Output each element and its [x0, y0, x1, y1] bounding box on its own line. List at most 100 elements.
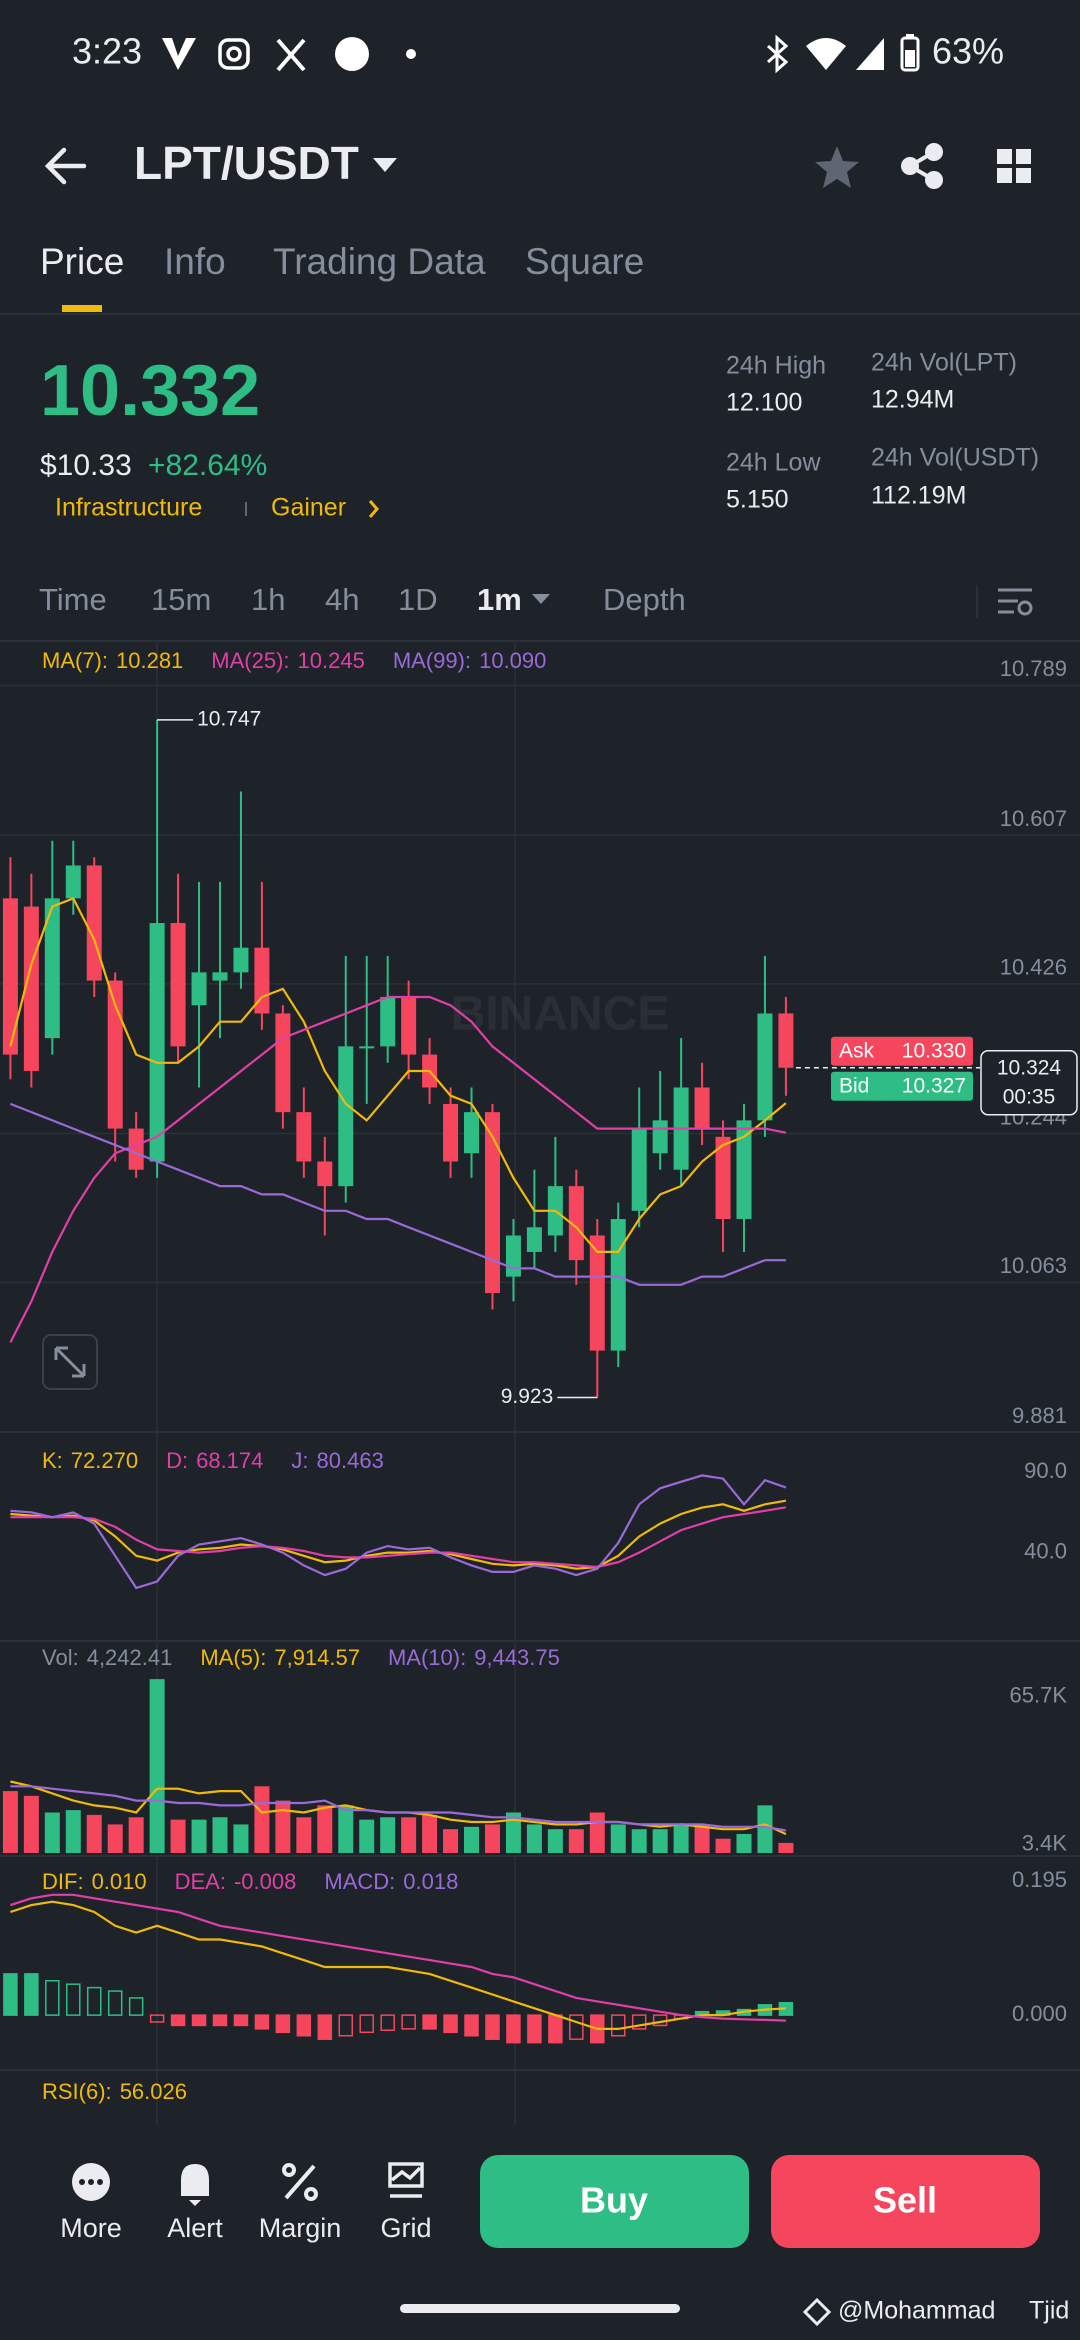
macd-bar: [275, 2014, 291, 2034]
candle-body: [23, 906, 39, 1072]
volume-bar: [65, 1810, 81, 1853]
home-indicator: [400, 2304, 680, 2313]
volume-bar: [778, 1842, 794, 1853]
volume-bar: [547, 1829, 563, 1853]
macd-bar: [254, 2014, 270, 2030]
tab[interactable]: Price: [40, 241, 124, 282]
interval[interactable]: Depth: [603, 582, 686, 617]
volume-bar: [170, 1819, 186, 1853]
macd-bar: [506, 2014, 521, 2044]
tag[interactable]: Infrastructure: [55, 494, 202, 522]
battery-level: 63%: [932, 31, 1004, 72]
macd-bar: [233, 2014, 249, 2027]
indicator-line: [10, 1499, 787, 1570]
interval[interactable]: Time: [39, 582, 107, 617]
buy-button[interactable]: [480, 2155, 749, 2248]
tab[interactable]: Info: [164, 241, 226, 282]
interval[interactable]: 4h: [325, 582, 359, 617]
interval[interactable]: 1h: [251, 582, 285, 617]
legend: MA(7): 10.281 MA(25): 10.245 MA(99): 10.090: [42, 648, 546, 673]
legend: Vol: 4,242.41 MA(5): 7,914.57 MA(10): 9,443.7…: [42, 1645, 560, 1670]
indicator-line: [10, 1506, 787, 1569]
status-icons-left: [162, 37, 416, 72]
y-tick-label: 10.426: [1000, 955, 1067, 980]
candle-body: [296, 1112, 312, 1162]
macd-bar: [359, 2014, 374, 2034]
volume-bar: [757, 1805, 773, 1853]
tag[interactable]: Gainer: [271, 494, 346, 522]
ask-name: Ask: [839, 1039, 875, 1062]
more-icon[interactable]: [72, 2163, 110, 2201]
expand-button[interactable]: [42, 1334, 98, 1390]
rsi-name: RSI(6):: [42, 2079, 112, 2104]
candle-body: [443, 1103, 459, 1162]
price-change: +82.64%: [148, 449, 267, 482]
grid-icon[interactable]: [388, 2162, 424, 2198]
volume-bar: [2, 1791, 18, 1853]
action-label[interactable]: Margin: [259, 2213, 342, 2243]
volume-bar: [338, 1805, 354, 1853]
pair-title[interactable]: LPT/USDT: [134, 137, 359, 189]
legend: K: 72.270 D: 68.174 J: 80.463: [42, 1448, 384, 1473]
candle-body: [757, 1013, 773, 1121]
interval[interactable]: 1D: [398, 582, 438, 617]
tab[interactable]: Square: [525, 241, 644, 282]
candle-body: [65, 865, 81, 899]
action-label[interactable]: Alert: [167, 2213, 223, 2243]
candle-body: [254, 947, 270, 1014]
interval[interactable]: 15m: [151, 582, 211, 617]
legend-value: 10.245: [298, 648, 365, 673]
action-label[interactable]: More: [60, 2213, 122, 2243]
candle-body: [191, 972, 207, 1006]
price-box-value: 10.324: [997, 1056, 1062, 1079]
stat-value: 12.100: [726, 389, 802, 417]
stat-label: 24h Vol(USDT): [871, 444, 1039, 472]
interval-active[interactable]: 1m: [477, 582, 522, 617]
sell-label[interactable]: Sell: [873, 2180, 937, 2221]
stat-value: 12.94M: [871, 386, 954, 414]
stat-label: 24h Low: [726, 449, 821, 477]
candle-body: [338, 1046, 354, 1187]
legend-value: 72.270: [71, 1448, 138, 1473]
volume-bar: [44, 1812, 60, 1853]
rsi-value: 56.026: [120, 2079, 187, 2104]
back-button[interactable]: [44, 147, 87, 185]
stat-label: 24h Vol(LPT): [871, 349, 1017, 377]
y-tick-label: 3.4K: [1022, 1831, 1068, 1856]
legend-name: MA(25):: [211, 648, 289, 673]
action-label[interactable]: Grid: [380, 2213, 431, 2243]
indicator-line: [10, 1900, 786, 2030]
buy-label[interactable]: Buy: [580, 2180, 648, 2221]
ask-value: 10.330: [902, 1039, 966, 1062]
volume-bar: [610, 1824, 626, 1853]
macd-bar: [296, 2014, 312, 2037]
volume-bar: [526, 1824, 542, 1853]
sell-button[interactable]: [771, 2155, 1040, 2248]
volume-bar: [317, 1805, 333, 1853]
chart-settings-button[interactable]: [998, 588, 1033, 616]
tab[interactable]: Trading Data: [273, 241, 486, 282]
macd-bar: [338, 2014, 354, 2037]
alert-icon[interactable]: [181, 2164, 209, 2206]
candle-body: [694, 1087, 710, 1129]
favorite-button[interactable]: [815, 146, 859, 188]
y-tick-label: 90.0: [1024, 1458, 1067, 1483]
candle-body: [128, 1128, 144, 1170]
stat-value: 5.150: [726, 486, 789, 514]
macd-bar: [380, 2014, 395, 2031]
candle-body: [359, 1046, 375, 1049]
margin-icon[interactable]: [282, 2163, 318, 2201]
usd-price: $10.33: [40, 449, 132, 482]
share-button[interactable]: [901, 143, 943, 189]
legend-name: MA(5):: [200, 1645, 266, 1670]
candle-body: [715, 1136, 731, 1220]
candle-body: [380, 997, 396, 1047]
legend-value: 0.010: [92, 1869, 147, 1894]
legend-name: Vol:: [42, 1645, 79, 1670]
layout-button[interactable]: [997, 149, 1031, 183]
candle-body: [505, 1235, 521, 1277]
macd-bar: [422, 2014, 437, 2030]
interval-dropdown[interactable]: [532, 594, 550, 604]
pair-dropdown[interactable]: [373, 158, 397, 172]
